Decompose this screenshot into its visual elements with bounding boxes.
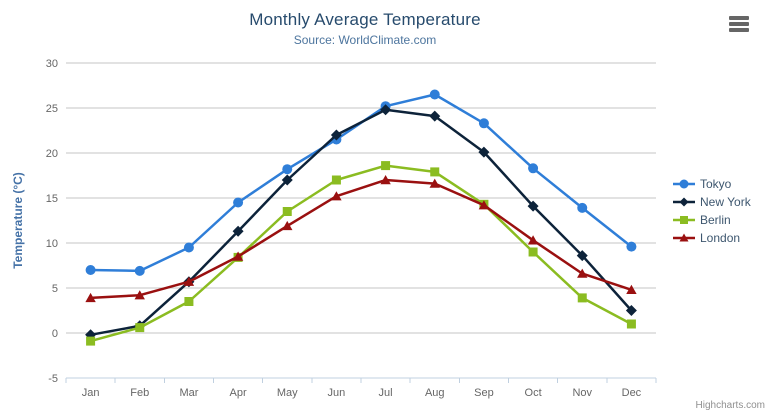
x-axis-label: Jul (379, 387, 393, 399)
series-marker-london-dec[interactable] (626, 284, 637, 294)
y-axis-label: 5 (52, 283, 58, 295)
x-axis-label: Sep (474, 387, 494, 399)
series-marker-berlin-aug[interactable] (430, 167, 440, 177)
legend-square-icon (673, 216, 695, 224)
series-marker-berlin-feb[interactable] (135, 323, 145, 333)
series-marker-new-york-jun[interactable] (330, 129, 342, 141)
export-menu-button[interactable] (729, 16, 751, 34)
x-axis-label: May (277, 387, 298, 399)
series-marker-new-york-oct[interactable] (527, 200, 539, 212)
series-marker-new-york-may[interactable] (281, 174, 293, 186)
y-axis-label: 25 (46, 103, 58, 115)
series-marker-new-york-nov[interactable] (576, 250, 588, 262)
series-marker-tokyo-oct[interactable] (528, 163, 539, 174)
series-marker-tokyo-mar[interactable] (183, 242, 194, 253)
x-axis-label: Aug (425, 387, 445, 399)
legend-triangle-icon (673, 233, 695, 242)
series-marker-london-jul[interactable] (380, 175, 391, 185)
legend-item-label: Tokyo (700, 177, 732, 191)
series-marker-london-sep[interactable] (478, 200, 490, 210)
legend-item-london[interactable]: London (672, 229, 751, 247)
series-marker-berlin-jun[interactable] (331, 175, 341, 185)
series-marker-berlin-jan[interactable] (86, 336, 96, 346)
y-axis-label: 20 (46, 148, 58, 160)
series-marker-berlin-may[interactable] (282, 207, 292, 216)
legend-item-label: New York (700, 195, 751, 209)
series-marker-tokyo-dec[interactable] (626, 241, 637, 252)
x-axis-label: Nov (572, 387, 592, 399)
series-marker-tokyo-may[interactable] (282, 164, 293, 175)
legend-item-new-york[interactable]: New York (672, 193, 751, 211)
y-axis-label: 15 (46, 193, 58, 205)
x-axis-label: Mar (179, 387, 198, 399)
series-line-london[interactable] (89, 178, 633, 300)
chart-title: Monthly Average Temperature (249, 10, 481, 29)
x-axis-label: Apr (230, 387, 247, 399)
series-marker-berlin-nov[interactable] (577, 293, 587, 303)
series-marker-berlin-dec[interactable] (626, 319, 636, 329)
y-axis-label: -5 (48, 373, 58, 385)
series-marker-tokyo-jan[interactable] (85, 265, 96, 275)
series-marker-london-oct[interactable] (527, 235, 539, 245)
x-axis-label: Feb (130, 387, 149, 399)
series-marker-london-apr[interactable] (232, 251, 244, 261)
series-marker-tokyo-aug[interactable] (429, 89, 440, 100)
series-marker-new-york-sep[interactable] (478, 146, 490, 158)
series-marker-tokyo-nov[interactable] (577, 202, 588, 213)
series-marker-new-york-jul[interactable] (380, 104, 392, 116)
credits-link[interactable]: Highcharts.com (695, 400, 765, 411)
series-marker-tokyo-feb[interactable] (134, 265, 145, 276)
y-axis-label: 30 (46, 58, 58, 70)
series-line-berlin[interactable] (89, 164, 633, 343)
chart-subtitle: Source: WorldClimate.com (293, 33, 437, 47)
series-marker-london-may[interactable] (282, 220, 293, 231)
x-axis-label: Jun (328, 387, 346, 399)
series-line-new-york[interactable] (89, 108, 633, 337)
y-axis-label: 0 (52, 328, 58, 340)
series-marker-london-jun[interactable] (331, 191, 342, 201)
series-marker-london-feb[interactable] (134, 290, 145, 300)
legend-circle-icon (673, 179, 695, 189)
series-line-tokyo[interactable] (89, 93, 633, 273)
series-marker-berlin-mar[interactable] (184, 297, 194, 306)
series-marker-tokyo-sep[interactable] (478, 118, 489, 129)
legend-diamond-icon (673, 197, 695, 207)
series-marker-berlin-oct[interactable] (528, 247, 538, 257)
legend-item-tokyo[interactable]: Tokyo (672, 175, 751, 193)
y-axis-label: 10 (46, 238, 58, 250)
series-marker-london-jan[interactable] (85, 292, 96, 303)
y-axis-title: Temperature (°C) (11, 172, 25, 269)
series-marker-new-york-apr[interactable] (232, 225, 244, 237)
legend-item-label: London (700, 231, 741, 245)
series-marker-london-nov[interactable] (577, 268, 588, 278)
x-axis-label: Dec (622, 387, 642, 399)
legend-item-label: Berlin (700, 213, 731, 227)
series-marker-berlin-jul[interactable] (381, 161, 391, 171)
series-marker-london-aug[interactable] (429, 178, 440, 188)
x-axis-label: Oct (525, 387, 542, 399)
legend: Tokyo New York Berlin London (672, 175, 751, 247)
hamburger-menu-icon (729, 16, 751, 32)
x-axis-label: Jan (82, 387, 100, 399)
series-marker-london-mar[interactable] (183, 276, 195, 286)
series-marker-tokyo-apr[interactable] (233, 197, 244, 208)
series-marker-new-york-dec[interactable] (625, 305, 637, 316)
series-marker-new-york-aug[interactable] (429, 110, 441, 122)
legend-item-berlin[interactable]: Berlin (672, 211, 751, 229)
